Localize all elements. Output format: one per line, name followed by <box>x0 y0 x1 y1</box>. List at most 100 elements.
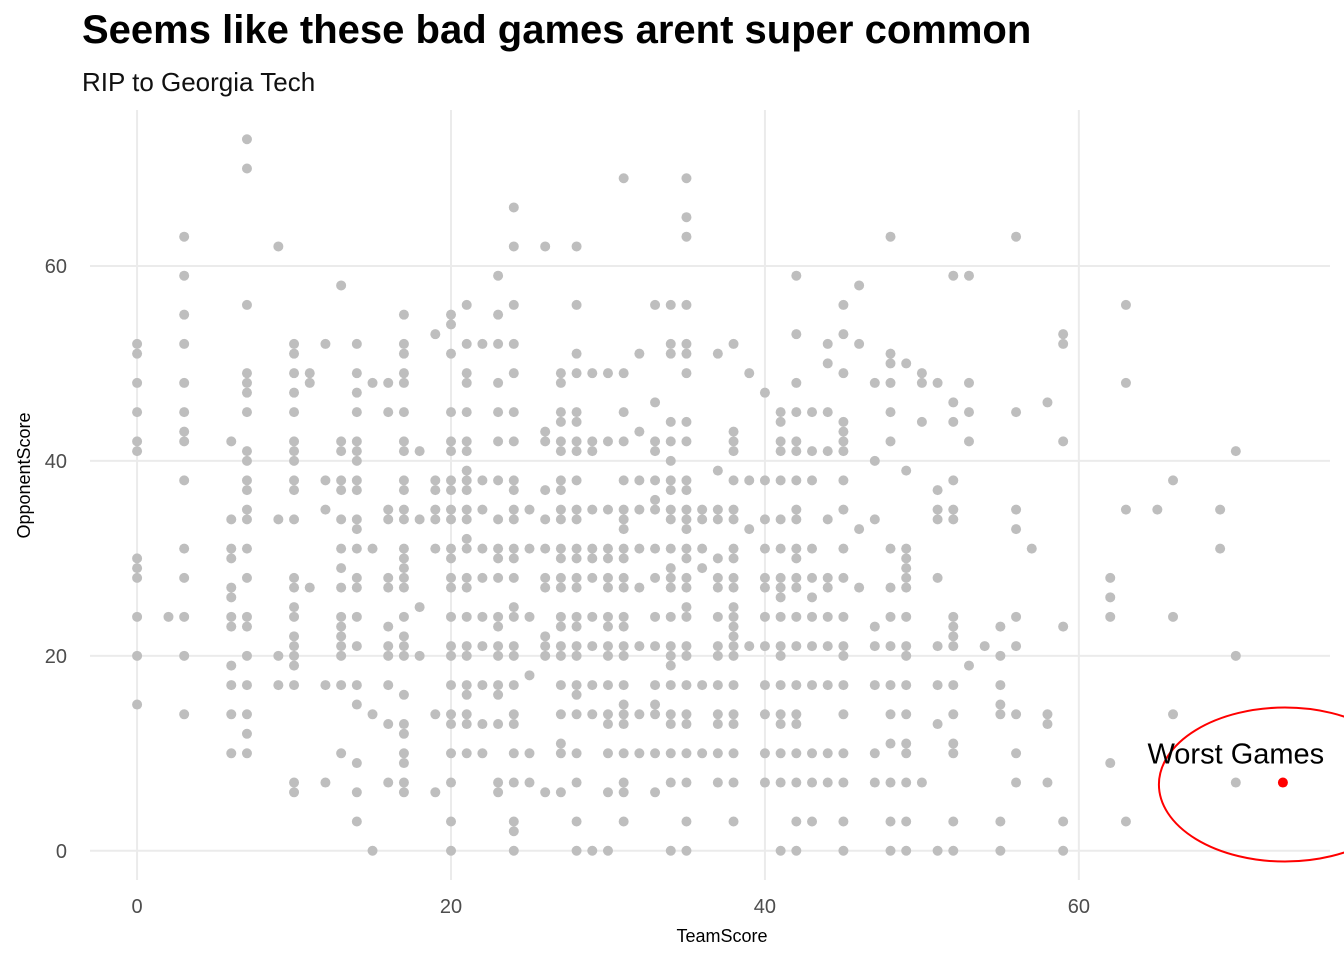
data-point <box>555 543 566 554</box>
data-point <box>1058 436 1069 447</box>
data-point <box>132 611 143 622</box>
data-point <box>618 709 629 720</box>
data-point <box>398 543 409 554</box>
data-point <box>602 719 613 730</box>
data-point <box>446 845 457 856</box>
data-point <box>948 816 959 827</box>
data-point <box>681 709 692 720</box>
data-point <box>712 465 723 476</box>
data-point <box>822 446 833 457</box>
data-point <box>508 553 519 564</box>
data-point <box>398 475 409 486</box>
data-point <box>1042 719 1053 730</box>
data-point <box>493 572 504 583</box>
data-point <box>571 572 582 583</box>
data-point <box>963 436 974 447</box>
data-point <box>665 299 676 310</box>
data-point <box>508 826 519 837</box>
data-point <box>932 845 943 856</box>
data-point <box>1120 377 1131 388</box>
data-point <box>336 446 347 457</box>
data-point <box>1120 504 1131 515</box>
data-point <box>1026 543 1037 554</box>
data-point <box>351 572 362 583</box>
data-point <box>351 446 362 457</box>
data-point <box>273 680 284 691</box>
x-axis-ticks: 0 20 40 60 <box>132 896 1090 918</box>
data-point <box>179 475 190 486</box>
data-point <box>351 758 362 769</box>
data-point <box>1152 504 1163 515</box>
data-point <box>493 475 504 486</box>
data-point <box>712 748 723 759</box>
data-point <box>948 845 959 856</box>
data-point <box>948 270 959 281</box>
data-point <box>901 738 912 749</box>
data-point <box>289 514 300 525</box>
data-point <box>791 582 802 593</box>
data-point <box>587 436 598 447</box>
data-point <box>336 611 347 622</box>
data-point <box>508 436 519 447</box>
data-point <box>351 611 362 622</box>
data-point <box>838 329 849 340</box>
data-point <box>681 816 692 827</box>
data-point <box>241 748 252 759</box>
data-point <box>571 348 582 359</box>
data-point <box>508 709 519 720</box>
data-point <box>398 309 409 320</box>
data-point <box>948 611 959 622</box>
data-point <box>398 777 409 788</box>
data-point <box>728 680 739 691</box>
data-point <box>587 611 598 622</box>
data-point <box>650 572 661 583</box>
data-point <box>351 524 362 535</box>
data-point <box>759 582 770 593</box>
data-point <box>446 611 457 622</box>
data-point <box>775 446 786 457</box>
data-point <box>665 455 676 466</box>
data-point <box>508 368 519 379</box>
data-point <box>948 504 959 515</box>
data-point <box>241 543 252 554</box>
data-point <box>728 641 739 652</box>
data-point <box>587 845 598 856</box>
data-point <box>226 436 237 447</box>
data-point <box>634 426 645 437</box>
data-point <box>901 777 912 788</box>
data-point <box>446 309 457 320</box>
data-point <box>398 748 409 759</box>
data-point <box>602 748 613 759</box>
data-point <box>1011 748 1022 759</box>
data-point <box>587 572 598 583</box>
data-point <box>461 650 472 661</box>
data-point <box>336 680 347 691</box>
data-point <box>571 689 582 700</box>
data-point <box>759 641 770 652</box>
data-point <box>555 368 566 379</box>
data-point <box>241 299 252 310</box>
data-point <box>461 514 472 525</box>
data-point <box>744 641 755 652</box>
data-point <box>179 709 190 720</box>
data-point <box>461 748 472 759</box>
data-point <box>289 631 300 642</box>
data-point <box>807 446 818 457</box>
data-point <box>555 650 566 661</box>
data-point <box>838 641 849 652</box>
data-point <box>1120 299 1131 310</box>
data-point <box>932 641 943 652</box>
data-point <box>744 368 755 379</box>
data-point <box>759 387 770 398</box>
data-point <box>712 777 723 788</box>
data-point <box>901 845 912 856</box>
data-point <box>728 543 739 554</box>
data-point <box>446 407 457 418</box>
data-point <box>461 582 472 593</box>
data-point <box>602 572 613 583</box>
data-point <box>477 572 488 583</box>
data-point <box>289 611 300 622</box>
data-point <box>540 436 551 447</box>
data-point <box>995 699 1006 710</box>
data-point <box>681 641 692 652</box>
